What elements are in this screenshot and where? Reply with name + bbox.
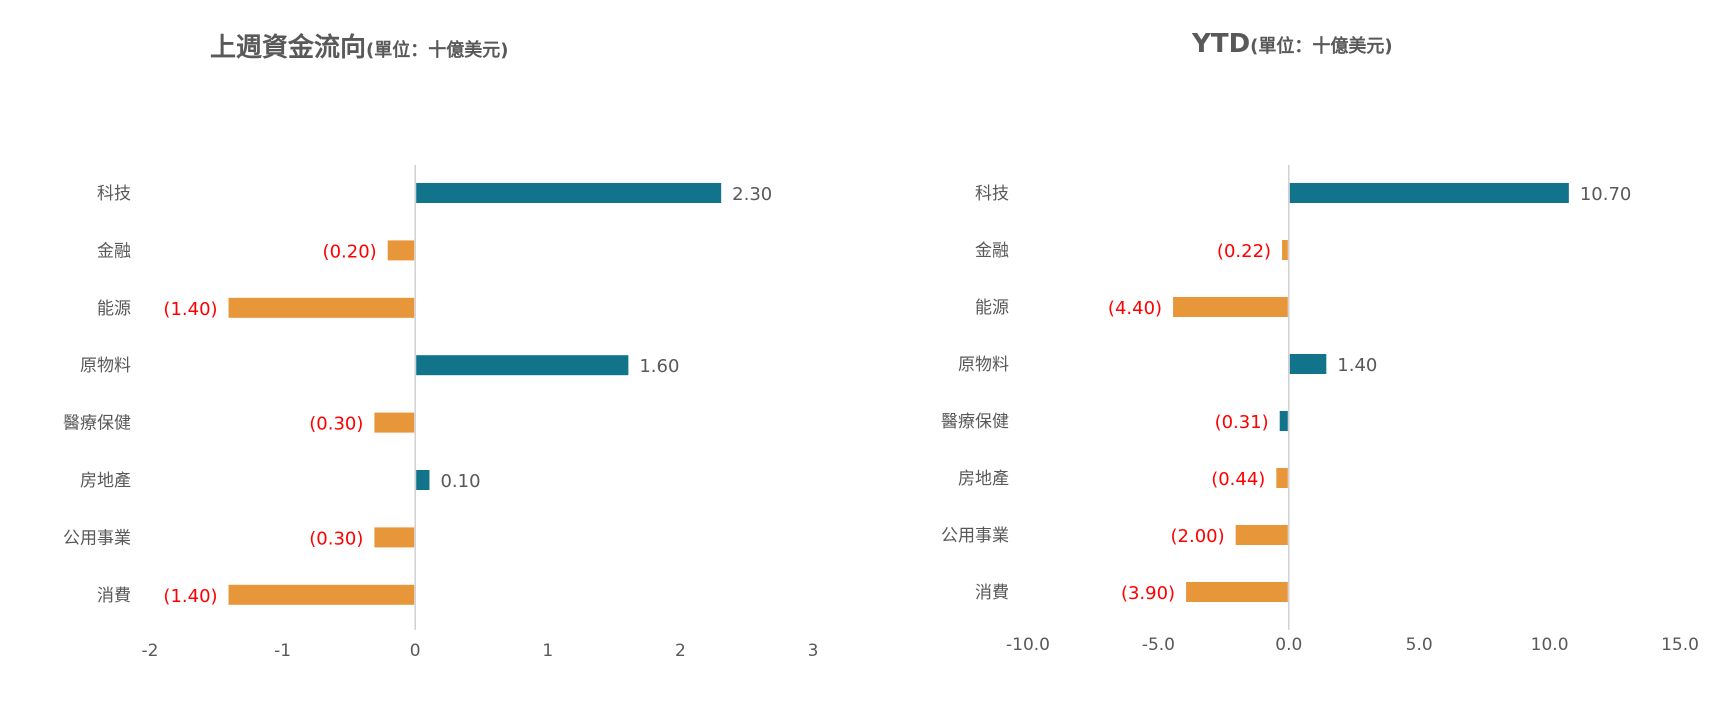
chart2-category-label: 房地產 xyxy=(958,469,1009,489)
chart1-data-label: (0.30) xyxy=(309,414,363,435)
chart1-data-label: (1.40) xyxy=(163,586,217,607)
chart2-category-label: 金融 xyxy=(975,241,1009,261)
chart1-data-label: 0.10 xyxy=(440,471,480,492)
chart2-category-label: 能源 xyxy=(975,298,1009,318)
chart2-x-tick-label: 0.0 xyxy=(1275,635,1302,655)
chart2-bar xyxy=(1173,297,1288,317)
chart2-category-label: 科技 xyxy=(975,184,1009,204)
chart2-bar xyxy=(1282,240,1288,260)
chart1-x-tick-label: -1 xyxy=(274,641,291,661)
chart1-category-label: 金融 xyxy=(97,241,131,261)
chart1-data-label: (0.20) xyxy=(323,241,377,262)
chart1-data-label: (0.30) xyxy=(309,528,363,549)
chart2-x-tick-label: -10.0 xyxy=(1006,635,1050,655)
chart2-x-tick-label: 15.0 xyxy=(1661,635,1699,655)
chart1-category-label: 房地產 xyxy=(80,471,131,491)
chart2-data-label: (4.40) xyxy=(1108,298,1162,319)
chart2-data-label: (0.44) xyxy=(1211,469,1265,490)
chart2-x-tick-label: 5.0 xyxy=(1406,635,1433,655)
chart2-title: YTD(單位：十億美元) xyxy=(1191,29,1393,59)
chart2-x-tick-label: 10.0 xyxy=(1531,635,1569,655)
chart2-data-label: 1.40 xyxy=(1337,355,1377,376)
chart2-title-main: YTD xyxy=(1191,29,1250,59)
chart1-category-label: 醫療保健 xyxy=(63,414,131,434)
chart2-data-label: (0.22) xyxy=(1217,241,1271,262)
chart1-data-label: 1.60 xyxy=(639,356,679,377)
chart2-bar xyxy=(1289,183,1569,203)
chart2-data-label: (0.31) xyxy=(1215,412,1269,433)
chart1-title: 上週資金流向(單位：十億美元) xyxy=(210,32,508,63)
chart1-bar xyxy=(416,183,722,203)
chart2-data-label: (2.00) xyxy=(1171,526,1225,547)
chart1-title-sub: (單位：十億美元) xyxy=(366,39,508,61)
chart1-category-label: 原物料 xyxy=(80,356,131,376)
chart2-category-label: 醫療保健 xyxy=(941,412,1009,432)
chart1-category-label: 能源 xyxy=(97,299,131,319)
chart2-bar xyxy=(1235,525,1288,545)
chart2-category-label: 公用事業 xyxy=(941,526,1009,546)
chart1-x-tick-label: -2 xyxy=(142,641,159,661)
chart2-category-label: 原物料 xyxy=(958,355,1009,375)
chart2-data-label: (3.90) xyxy=(1121,583,1175,604)
chart1-category-label: 公用事業 xyxy=(63,528,131,548)
chart2-bar xyxy=(1289,354,1327,374)
chart2-bar xyxy=(1276,468,1288,488)
chart2-title-sub: (單位：十億美元) xyxy=(1250,35,1392,57)
chart1-bar xyxy=(374,527,415,548)
chart1-bar xyxy=(228,297,415,318)
chart2-bar xyxy=(1279,411,1288,431)
chart2-category-label: 消費 xyxy=(975,583,1009,603)
chart1-x-tick-label: 0 xyxy=(410,641,421,661)
chart1-bar xyxy=(416,470,430,490)
chart1-data-label: 2.30 xyxy=(732,184,772,205)
chart1-x-tick-label: 3 xyxy=(808,641,819,661)
chart1-bar xyxy=(387,240,415,261)
chart1-bar xyxy=(416,355,629,376)
chart2-bar xyxy=(1186,582,1288,602)
chart2-x-tick-label: -5.0 xyxy=(1142,635,1175,655)
chart1-bar xyxy=(228,584,415,605)
chart1-data-label: (1.40) xyxy=(163,299,217,320)
chart1-plot: -2 -1 0 1 2 3 科技 2.30 金融 (0.20) 能源 (1.40) 原物料 1.60 醫療保… xyxy=(63,165,818,661)
chart1-category-label: 科技 xyxy=(97,184,131,204)
chart2-plot: -10.0 -5.0 0.0 5.0 10.0 15.0 科技 10.70 金融 (0.22) 能源… xyxy=(941,165,1699,655)
chart1-category-label: 消費 xyxy=(97,586,131,606)
chart1-x-tick-label: 1 xyxy=(542,641,553,661)
chart1-bar xyxy=(374,412,415,433)
chart1-x-tick-label: 2 xyxy=(675,641,686,661)
chart1-title-main: 上週資金流向 xyxy=(210,32,366,63)
chart2-data-label: 10.70 xyxy=(1580,184,1632,205)
